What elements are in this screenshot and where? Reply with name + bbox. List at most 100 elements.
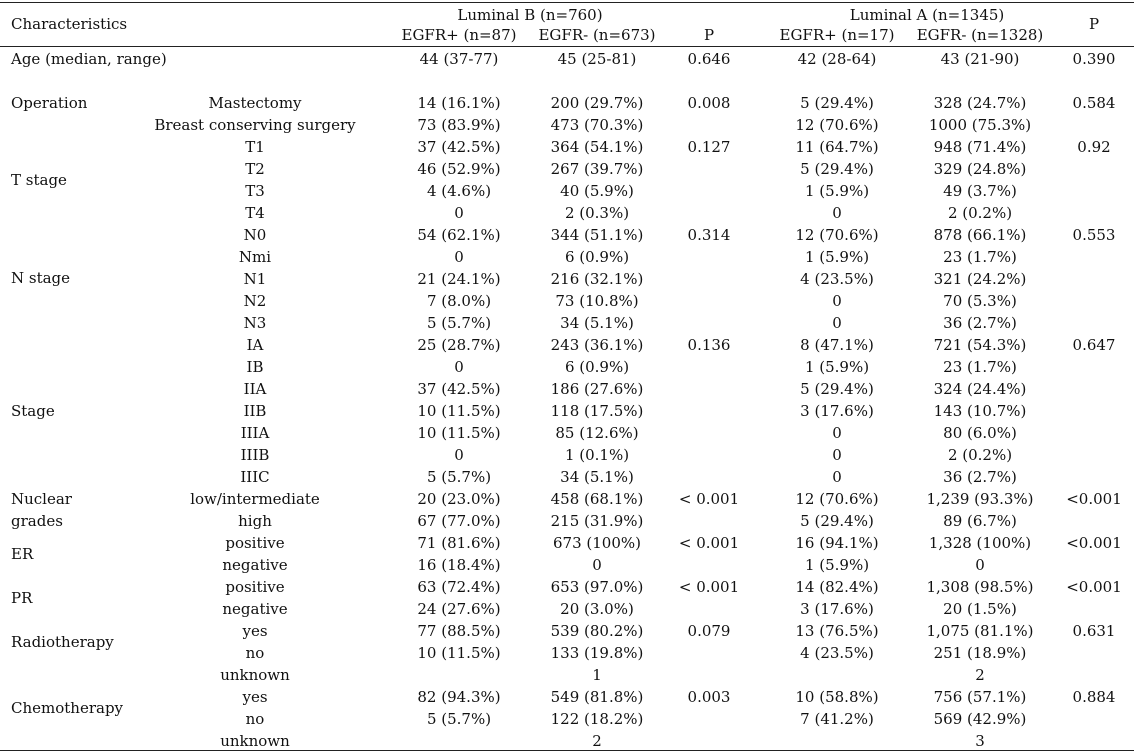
cell-luminal-a-egfr-neg: 1000 (75.3%) — [928, 116, 1032, 134]
cell-luminal-a-egfr-neg: 721 (54.3%) — [933, 336, 1027, 354]
cell-subcategory: yes — [242, 622, 268, 640]
cell-luminal-a-egfr-pos: 14 (82.4%) — [795, 578, 879, 596]
cell-luminal-b-egfr-pos: 71 (81.6%) — [417, 534, 501, 552]
cell-subcategory: low/intermediate — [190, 490, 320, 508]
cell-luminal-b-egfr-pos: 4 (4.6%) — [426, 182, 492, 200]
cell-luminal-b-egfr-pos: 5 (5.7%) — [426, 468, 492, 486]
header-luminal-a: Luminal A (n=1345) — [849, 6, 1005, 24]
cell-luminal-b-p: 0.079 — [687, 622, 731, 640]
cell-luminal-b-p: 0.127 — [687, 138, 731, 156]
header-a-egfr-pos: EGFR+ (n=17) — [779, 26, 895, 44]
cell-luminal-b-egfr-pos: 63 (72.4%) — [417, 578, 501, 596]
group-label-age: Age (median, range) — [11, 50, 167, 68]
header-characteristics: Characteristics — [11, 15, 128, 33]
cell-subcategory: unknown — [220, 732, 290, 750]
cell-luminal-b-egfr-neg: 539 (80.2%) — [550, 622, 644, 640]
cell-luminal-a-egfr-pos: 1 (5.9%) — [804, 556, 870, 574]
cell-luminal-a-egfr-neg: 0 — [975, 556, 985, 574]
cell-subcategory: N1 — [243, 270, 267, 288]
cell-luminal-a-egfr-pos: 1 (5.9%) — [804, 358, 870, 376]
cell-luminal-b-egfr-neg: 133 (19.8%) — [550, 644, 644, 662]
cell-luminal-b-egfr-neg: 344 (51.1%) — [550, 226, 644, 244]
cell-subcategory: high — [238, 512, 272, 530]
cell-luminal-a-egfr-neg: 36 (2.7%) — [943, 468, 1017, 486]
cell-luminal-a-egfr-neg: 80 (6.0%) — [943, 424, 1017, 442]
cell-luminal-a-p: 0.884 — [1072, 688, 1116, 706]
cell-luminal-b-egfr-pos: 10 (11.5%) — [417, 424, 501, 442]
cell-luminal-a-egfr-neg: 23 (1.7%) — [943, 358, 1017, 376]
cell-luminal-a-egfr-neg: 36 (2.7%) — [943, 314, 1017, 332]
cell-subcategory: N2 — [243, 292, 267, 310]
cell-luminal-a-egfr-neg: 1,075 (81.1%) — [926, 622, 1034, 640]
cell-subcategory: yes — [242, 688, 268, 706]
cell-subcategory: positive — [225, 578, 285, 596]
cell-luminal-a-egfr-neg: 324 (24.4%) — [933, 380, 1027, 398]
cell-luminal-b-egfr-pos: 0 — [454, 248, 464, 266]
cell-luminal-b-egfr-pos: 37 (42.5%) — [417, 380, 501, 398]
cell-luminal-a-egfr-neg: 2 — [975, 666, 985, 684]
cell-luminal-b-egfr-pos: 77 (88.5%) — [417, 622, 501, 640]
cell-luminal-a-p: 0.647 — [1072, 336, 1116, 354]
cell-luminal-a-egfr-pos: 4 (23.5%) — [800, 644, 874, 662]
cell-luminal-b-egfr-pos: 67 (77.0%) — [417, 512, 501, 530]
cell-luminal-b-egfr-neg: 200 (29.7%) — [550, 94, 644, 112]
cell-subcategory: IA — [246, 336, 264, 354]
cell-luminal-a-egfr-neg: 569 (42.9%) — [933, 710, 1027, 728]
cell-luminal-b-egfr-neg: 473 (70.3%) — [550, 116, 644, 134]
cell-luminal-b-egfr-neg: 216 (32.1%) — [550, 270, 644, 288]
cell-subcategory: no — [245, 644, 265, 662]
cell-luminal-a-p: 0.584 — [1072, 94, 1116, 112]
cell-luminal-b-egfr-pos: 16 (18.4%) — [417, 556, 501, 574]
cell-luminal-b-egfr-neg: 45 (25-81) — [557, 50, 637, 68]
cell-luminal-a-egfr-pos: 4 (23.5%) — [800, 270, 874, 288]
cell-subcategory: IIB — [243, 402, 267, 420]
cell-luminal-a-egfr-neg: 756 (57.1%) — [933, 688, 1027, 706]
cell-luminal-a-egfr-neg: 329 (24.8%) — [933, 160, 1027, 178]
cell-subcategory: negative — [222, 600, 288, 618]
cell-luminal-a-egfr-pos: 5 (29.4%) — [800, 160, 874, 178]
cell-luminal-a-egfr-neg: 251 (18.9%) — [933, 644, 1027, 662]
cell-luminal-b-egfr-pos: 46 (52.9%) — [417, 160, 501, 178]
cell-luminal-b-egfr-neg: 653 (97.0%) — [550, 578, 644, 596]
cell-luminal-b-egfr-neg: 34 (5.1%) — [560, 468, 634, 486]
cell-luminal-a-egfr-neg: 2 (0.2%) — [947, 446, 1013, 464]
group-label-er: ER — [11, 545, 34, 563]
cell-subcategory: Mastectomy — [208, 94, 302, 112]
cell-luminal-b-egfr-neg: 2 (0.3%) — [564, 204, 630, 222]
cell-luminal-a-egfr-neg: 2 (0.2%) — [947, 204, 1013, 222]
cell-luminal-a-egfr-pos: 0 — [832, 468, 842, 486]
cell-luminal-a-egfr-neg: 143 (10.7%) — [933, 402, 1027, 420]
group-label-radiotherapy: Radiotherapy — [11, 633, 114, 651]
cell-luminal-b-egfr-pos: 14 (16.1%) — [417, 94, 501, 112]
cell-luminal-a-egfr-neg: 23 (1.7%) — [943, 248, 1017, 266]
cell-luminal-b-egfr-pos: 73 (83.9%) — [417, 116, 501, 134]
cell-luminal-b-egfr-pos: 20 (23.0%) — [417, 490, 501, 508]
cell-luminal-b-egfr-neg: 549 (81.8%) — [550, 688, 644, 706]
cell-luminal-b-egfr-neg: 243 (36.1%) — [550, 336, 644, 354]
group-label-stage: Stage — [11, 402, 55, 420]
cell-luminal-a-egfr-neg: 321 (24.2%) — [933, 270, 1027, 288]
cell-luminal-a-egfr-pos: 0 — [832, 424, 842, 442]
cell-luminal-b-egfr-pos: 5 (5.7%) — [426, 710, 492, 728]
cell-luminal-a-egfr-neg: 70 (5.3%) — [943, 292, 1017, 310]
cell-luminal-b-egfr-neg: 215 (31.9%) — [550, 512, 644, 530]
cell-luminal-b-egfr-neg: 1 — [592, 666, 602, 684]
cell-luminal-b-egfr-neg: 267 (39.7%) — [550, 160, 644, 178]
cell-luminal-a-egfr-pos: 11 (64.7%) — [795, 138, 879, 156]
cell-luminal-a-egfr-neg: 1,239 (93.3%) — [926, 490, 1034, 508]
header-a-egfr-neg: EGFR- (n=1328) — [916, 26, 1044, 44]
cell-luminal-b-p: < 0.001 — [678, 490, 740, 508]
cell-luminal-a-egfr-pos: 13 (76.5%) — [795, 622, 879, 640]
cell-luminal-b-egfr-neg: 20 (3.0%) — [560, 600, 634, 618]
cell-luminal-a-egfr-pos: 1 (5.9%) — [804, 182, 870, 200]
cell-luminal-a-egfr-pos: 1 (5.9%) — [804, 248, 870, 266]
cell-luminal-b-egfr-neg: 73 (10.8%) — [555, 292, 639, 310]
cell-subcategory: T4 — [245, 204, 265, 222]
cell-luminal-a-egfr-pos: 42 (28-64) — [797, 50, 877, 68]
cell-luminal-a-egfr-neg: 948 (71.4%) — [933, 138, 1027, 156]
cell-luminal-b-egfr-pos: 0 — [454, 204, 464, 222]
cell-luminal-a-egfr-pos: 0 — [832, 204, 842, 222]
cell-luminal-a-egfr-pos: 0 — [832, 292, 842, 310]
cell-subcategory: T2 — [245, 160, 265, 178]
